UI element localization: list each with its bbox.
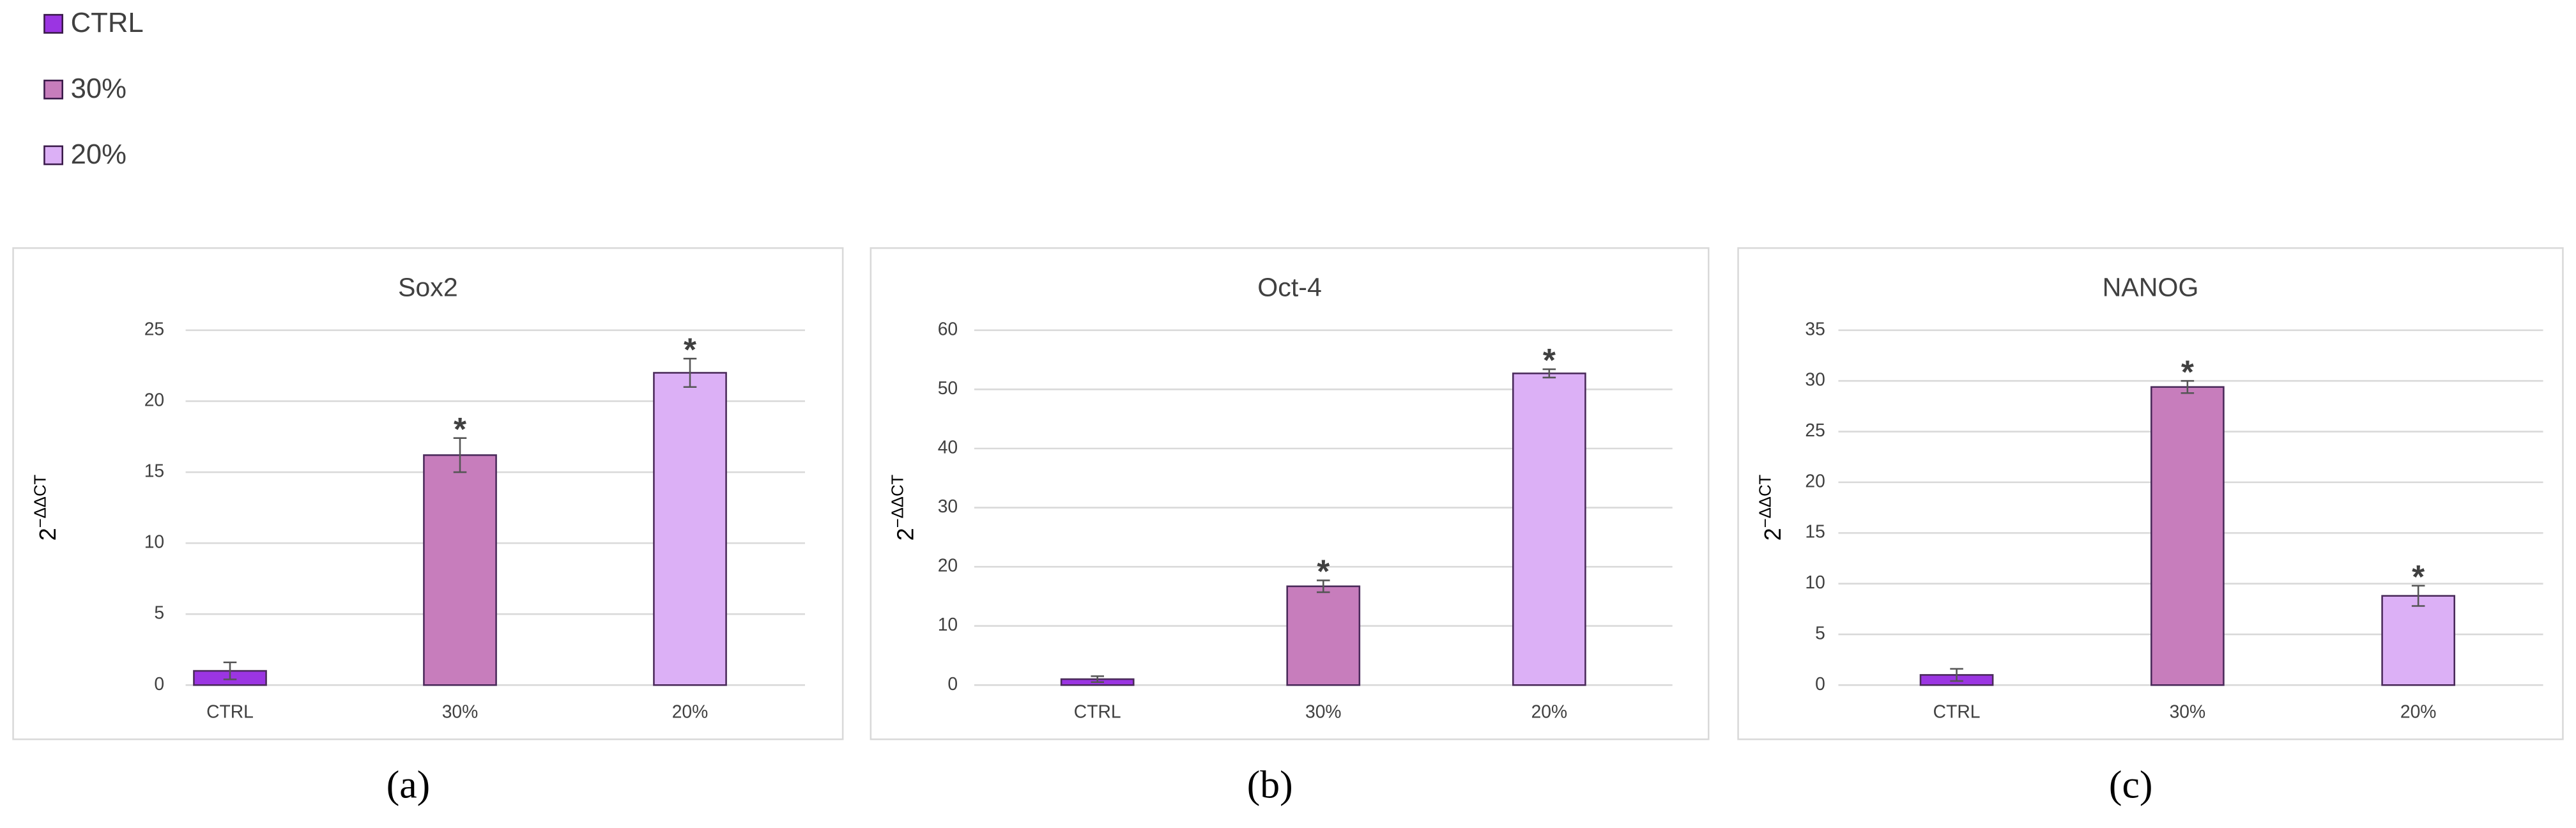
y-tick-label: 10 — [938, 614, 958, 634]
error-bar — [683, 358, 697, 388]
legend-swatch — [43, 145, 64, 165]
y-axis-label: 2−ΔΔCT — [31, 474, 61, 540]
bar — [2150, 386, 2225, 686]
y-axis-label-exponent: −ΔΔCT — [889, 474, 907, 528]
y-tick-label: 40 — [938, 436, 958, 457]
x-tick-label: CTRL — [1074, 701, 1121, 721]
significance-star: * — [684, 331, 696, 368]
x-tick-label: CTRL — [1933, 701, 1981, 721]
y-axis-label: 2−ΔΔCT — [1756, 474, 1786, 540]
y-tick-label: 0 — [947, 673, 958, 694]
bar — [653, 372, 727, 686]
legend-label: 30% — [71, 73, 126, 104]
chart-title: NANOG — [2103, 272, 2199, 302]
chart-title: Oct-4 — [1257, 272, 1322, 302]
error-bar — [1542, 368, 1556, 379]
error-bar — [2411, 585, 2425, 607]
panel-label: (a) — [387, 763, 430, 806]
x-tick-label: 30% — [1305, 701, 1342, 721]
y-tick-label: 30 — [1805, 369, 1825, 390]
legend-swatch — [43, 79, 64, 100]
x-tick-label: 20% — [672, 701, 709, 721]
panel-frame — [12, 247, 844, 740]
significance-star: * — [1317, 553, 1330, 590]
error-bar — [1091, 675, 1105, 683]
error-bar — [2181, 379, 2195, 394]
bar — [1286, 585, 1361, 686]
y-tick-label: 15 — [144, 460, 164, 480]
y-tick-label: 30 — [938, 496, 958, 516]
y-axis-label-exponent: −ΔΔCT — [1756, 474, 1774, 528]
y-tick-label: 0 — [154, 673, 164, 694]
y-tick-label: 20 — [1805, 470, 1825, 491]
y-axis-label-base: 2 — [1759, 528, 1786, 540]
y-tick-label: 5 — [154, 602, 164, 623]
y-tick-label: 25 — [1805, 420, 1825, 440]
y-axis-label-exponent: −ΔΔCT — [31, 474, 49, 528]
error-bar — [1950, 668, 1963, 682]
y-tick-label: 20 — [144, 389, 164, 410]
chart-title: Sox2 — [398, 272, 458, 302]
significance-star: * — [1543, 341, 1556, 378]
legend-label: 20% — [71, 139, 126, 170]
panel-frame — [1737, 247, 2564, 740]
x-tick-label: 30% — [2170, 701, 2206, 721]
error-bar — [1317, 579, 1330, 594]
y-tick-label: 50 — [938, 378, 958, 398]
x-tick-label: CTRL — [206, 701, 254, 721]
y-axis-label: 2−ΔΔCT — [889, 474, 918, 540]
x-tick-label: 20% — [2400, 701, 2437, 721]
y-tick-label: 10 — [144, 532, 164, 552]
y-tick-label: 60 — [938, 318, 958, 339]
bar — [2381, 595, 2455, 686]
panel-label: (b) — [1247, 763, 1293, 806]
y-tick-label: 10 — [1805, 572, 1825, 592]
y-axis-label-base: 2 — [34, 528, 61, 540]
error-bar — [223, 661, 237, 680]
error-bar — [453, 437, 467, 473]
y-tick-label: 20 — [938, 555, 958, 576]
legend-label: CTRL — [71, 7, 144, 38]
y-axis-label-base: 2 — [892, 528, 918, 540]
y-tick-label: 25 — [144, 318, 164, 339]
y-tick-label: 0 — [1815, 673, 1825, 694]
y-tick-label: 15 — [1805, 521, 1825, 542]
bar — [423, 454, 497, 686]
panel-frame — [870, 247, 1710, 740]
panel-label: (c) — [2109, 763, 2152, 806]
y-tick-label: 5 — [1815, 622, 1825, 643]
significance-star: * — [2412, 558, 2425, 595]
bar — [1512, 372, 1586, 686]
significance-star: * — [2181, 353, 2194, 390]
significance-star: * — [454, 410, 466, 447]
x-tick-label: 30% — [442, 701, 479, 721]
legend-swatch — [43, 13, 64, 34]
x-tick-label: 20% — [1531, 701, 1568, 721]
y-tick-label: 35 — [1805, 318, 1825, 339]
